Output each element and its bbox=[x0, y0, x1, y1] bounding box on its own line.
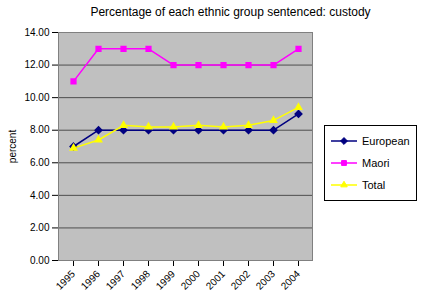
svg-text:1996: 1996 bbox=[79, 268, 103, 292]
svg-text:4.00: 4.00 bbox=[30, 190, 50, 201]
svg-text:2001: 2001 bbox=[204, 268, 228, 292]
svg-text:1999: 1999 bbox=[154, 268, 178, 292]
svg-text:8.00: 8.00 bbox=[30, 124, 50, 135]
html-text:Total: Total bbox=[362, 179, 386, 191]
svg-text:14.00: 14.00 bbox=[24, 27, 49, 38]
html-text:Percentage of each ethnic grou: Percentage of each ethnic group sentence… bbox=[90, 5, 371, 19]
svg-text:1997: 1997 bbox=[104, 268, 128, 292]
svg-text:12.00: 12.00 bbox=[24, 59, 49, 70]
svg-text:0.00: 0.00 bbox=[30, 255, 50, 266]
svg-text:2002: 2002 bbox=[229, 268, 253, 292]
svg-text:percent: percent bbox=[7, 130, 18, 164]
svg-text:2003: 2003 bbox=[254, 268, 278, 292]
svg-text:1998: 1998 bbox=[129, 268, 153, 292]
svg-text:6.00: 6.00 bbox=[30, 157, 50, 168]
svg-text:10.00: 10.00 bbox=[24, 92, 49, 103]
html-text:Maori: Maori bbox=[362, 157, 390, 169]
svg-text:1995: 1995 bbox=[54, 268, 78, 292]
svg-text:2.00: 2.00 bbox=[30, 222, 50, 233]
svg-text:2004: 2004 bbox=[279, 268, 303, 292]
html-text:European: European bbox=[362, 135, 410, 147]
svg-text:2000: 2000 bbox=[179, 268, 203, 292]
